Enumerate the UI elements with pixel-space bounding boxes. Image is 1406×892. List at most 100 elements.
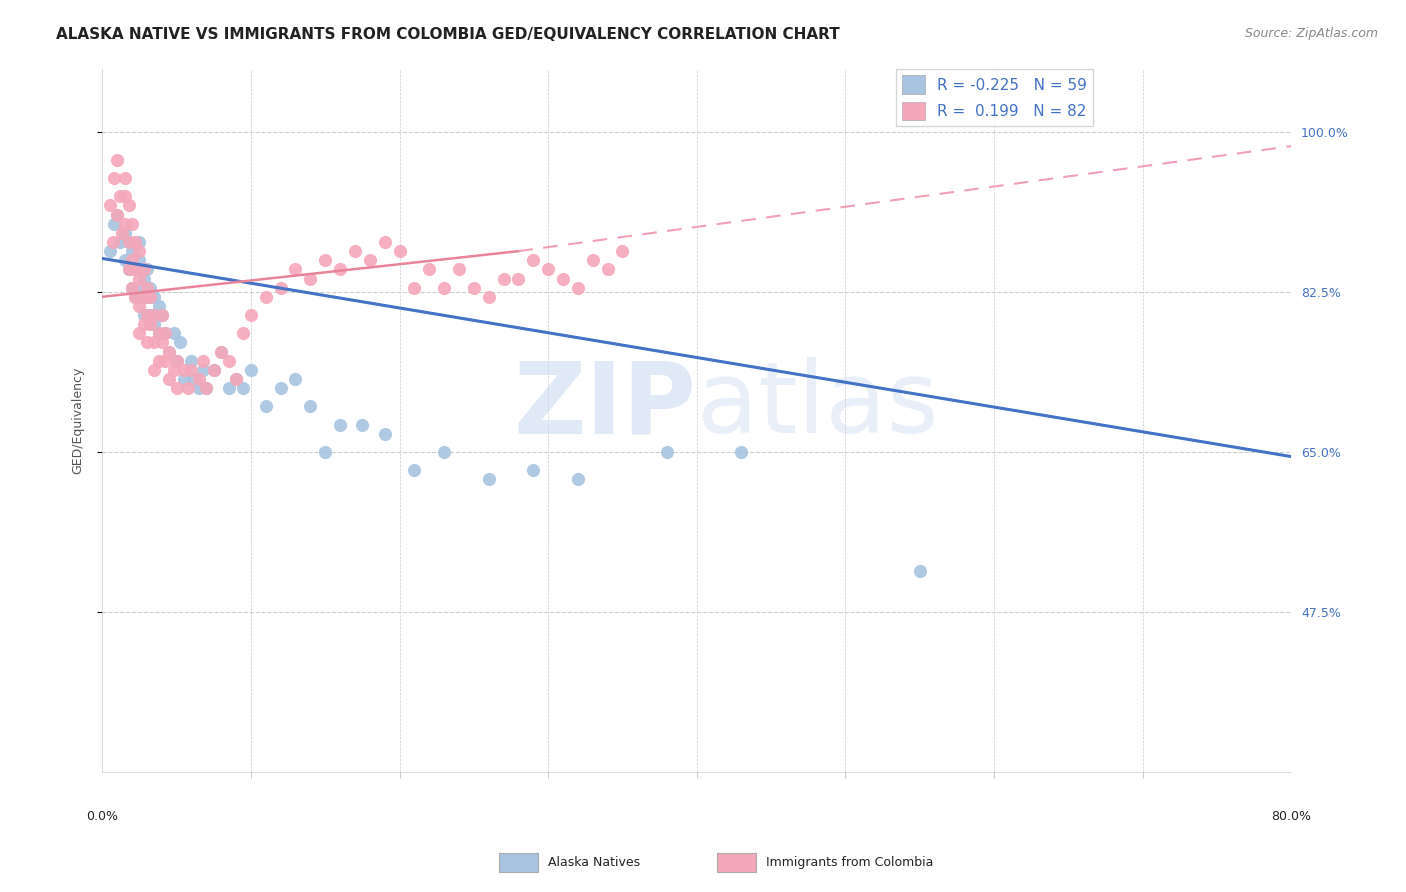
- Point: [153, 326, 176, 341]
- Point: [551, 271, 574, 285]
- Point: [567, 280, 589, 294]
- Point: [522, 253, 544, 268]
- Point: [114, 226, 136, 240]
- Point: [254, 400, 277, 414]
- Point: [508, 271, 530, 285]
- Point: [612, 244, 634, 259]
- Point: [135, 335, 157, 350]
- Text: Alaska Natives: Alaska Natives: [548, 856, 641, 869]
- Point: [173, 372, 195, 386]
- Point: [209, 344, 232, 359]
- Text: ALASKA NATIVE VS IMMIGRANTS FROM COLOMBIA GED/EQUIVALENCY CORRELATION CHART: ALASKA NATIVE VS IMMIGRANTS FROM COLOMBI…: [56, 27, 839, 42]
- Point: [135, 280, 157, 294]
- Point: [908, 564, 931, 578]
- Point: [209, 344, 232, 359]
- Point: [232, 326, 254, 341]
- Point: [157, 372, 180, 386]
- Point: [124, 290, 146, 304]
- Point: [169, 335, 191, 350]
- Point: [418, 262, 440, 277]
- Point: [218, 353, 240, 368]
- Point: [121, 244, 143, 259]
- Point: [284, 372, 307, 386]
- Point: [157, 344, 180, 359]
- Point: [195, 381, 218, 395]
- Point: [537, 262, 560, 277]
- Point: [128, 326, 150, 341]
- Point: [225, 372, 247, 386]
- Point: [329, 417, 352, 432]
- Point: [118, 235, 141, 249]
- Point: [108, 189, 131, 203]
- Point: [180, 353, 202, 368]
- Point: [478, 472, 501, 486]
- Point: [173, 363, 195, 377]
- Point: [177, 381, 200, 395]
- Point: [132, 262, 155, 277]
- Point: [299, 271, 322, 285]
- Point: [433, 445, 456, 459]
- Point: [343, 244, 366, 259]
- Point: [567, 472, 589, 486]
- Point: [374, 426, 396, 441]
- Point: [193, 363, 215, 377]
- Point: [150, 335, 173, 350]
- Point: [447, 262, 470, 277]
- Point: [166, 381, 188, 395]
- Point: [492, 271, 515, 285]
- Y-axis label: GED/Equivalency: GED/Equivalency: [72, 367, 84, 474]
- Point: [202, 363, 225, 377]
- Point: [148, 299, 170, 313]
- Point: [148, 326, 170, 341]
- Point: [218, 381, 240, 395]
- Point: [101, 235, 124, 249]
- Point: [132, 271, 155, 285]
- Point: [132, 308, 155, 322]
- Point: [352, 417, 374, 432]
- Point: [157, 344, 180, 359]
- Point: [114, 189, 136, 203]
- Point: [270, 381, 292, 395]
- Point: [166, 353, 188, 368]
- Text: ZIP: ZIP: [513, 358, 697, 455]
- Point: [655, 445, 678, 459]
- Point: [162, 326, 184, 341]
- Point: [118, 198, 141, 212]
- Point: [103, 171, 125, 186]
- Point: [114, 171, 136, 186]
- Point: [478, 290, 501, 304]
- Point: [98, 198, 121, 212]
- Point: [128, 271, 150, 285]
- Point: [124, 235, 146, 249]
- Text: 0.0%: 0.0%: [86, 811, 118, 823]
- Point: [132, 317, 155, 331]
- Point: [128, 235, 150, 249]
- Point: [135, 290, 157, 304]
- Point: [374, 235, 396, 249]
- Point: [105, 208, 128, 222]
- Point: [596, 262, 619, 277]
- Point: [148, 326, 170, 341]
- Point: [148, 353, 170, 368]
- Point: [143, 317, 166, 331]
- Point: [128, 280, 150, 294]
- Point: [180, 363, 202, 377]
- Text: atlas: atlas: [697, 358, 938, 455]
- Point: [183, 372, 205, 386]
- Point: [118, 235, 141, 249]
- Point: [433, 280, 456, 294]
- Point: [730, 445, 752, 459]
- Text: Source: ZipAtlas.com: Source: ZipAtlas.com: [1244, 27, 1378, 40]
- Point: [98, 244, 121, 259]
- Point: [135, 262, 157, 277]
- Point: [110, 226, 132, 240]
- Point: [162, 363, 184, 377]
- Point: [143, 290, 166, 304]
- Point: [166, 353, 188, 368]
- Point: [103, 217, 125, 231]
- Point: [404, 463, 426, 477]
- Point: [150, 308, 173, 322]
- Point: [150, 308, 173, 322]
- Point: [121, 253, 143, 268]
- Text: Immigrants from Colombia: Immigrants from Colombia: [766, 856, 934, 869]
